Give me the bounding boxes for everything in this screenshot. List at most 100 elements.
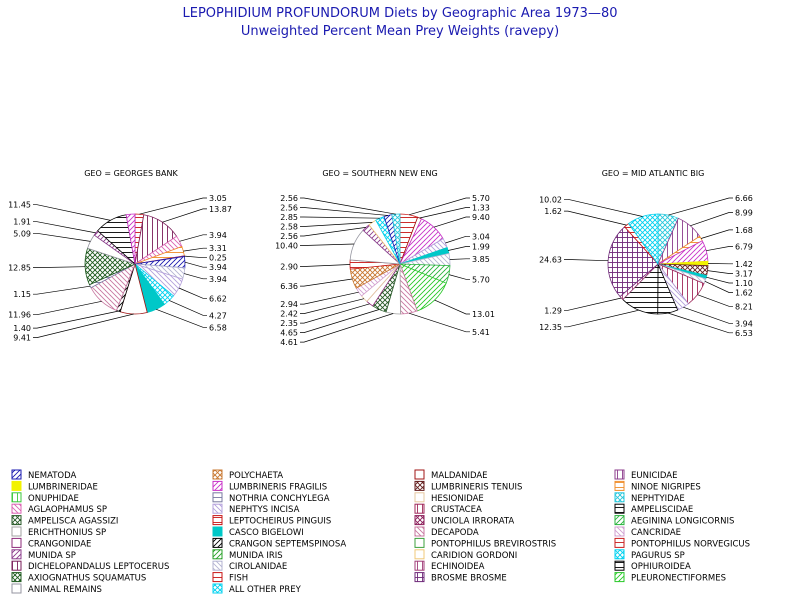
legend-item-lumbrineridae: LUMBRINERIDAE: [11, 480, 98, 492]
pie-leader-line: [300, 303, 370, 324]
legend-label: ONUPHIDAE: [28, 494, 79, 504]
legend-label: CRUSTACEA: [431, 505, 482, 515]
pie-value-label: 1.33: [472, 204, 490, 213]
legend-label: OPHIUROIDEA: [631, 562, 691, 572]
pie-panels: GEO = GEORGES BANK 11.45 1.91 5.09 12.85 1.15…: [8, 169, 753, 347]
legend-swatch: [614, 526, 625, 537]
pie-value-label: 1.40: [13, 324, 31, 333]
legend-swatch: [212, 469, 223, 480]
pie-leader-line: [448, 246, 470, 251]
legend-item-crustacea: CRUSTACEA: [414, 503, 482, 515]
pie-value-label: 24.63: [539, 256, 562, 265]
pie-leader-line: [33, 232, 91, 242]
legend-item-pontophilus-brevirostris: PONTOPHILUS BREVIROSTRIS: [414, 537, 556, 549]
legend-label: NEPHTYS INCISA: [229, 505, 300, 515]
legend-label: ERICHTHONIUS SP: [28, 528, 106, 538]
pie-leader-line: [668, 197, 733, 216]
legend-swatch: [212, 560, 223, 571]
legend-item-munida-sp: MUNIDA SP: [11, 549, 76, 561]
legend-swatch: [11, 537, 22, 548]
pie-leader-line: [419, 207, 470, 219]
legend-item-caridion-gordoni: CARIDION GORDONI: [414, 549, 517, 561]
pie-value-label: 9.41: [13, 334, 31, 343]
pie-leader-line: [183, 247, 207, 252]
legend-item-crangon-septemspinosa: CRANGON SEPTEMSPINOSA: [212, 537, 346, 549]
pie-slice-nephtyidae: [391, 213, 401, 265]
pie-leader-line: [300, 291, 359, 305]
pie-leader-line: [169, 300, 207, 316]
legend-swatch: [614, 560, 625, 571]
legend-swatch: [212, 515, 223, 526]
legend-label: LUMBRINERIDAE: [28, 482, 98, 492]
legend-swatch: [212, 492, 223, 503]
legend-item-hesionidae: HESIONIDAE: [414, 492, 484, 504]
pie-value-label: 3.94: [735, 319, 753, 328]
legend-swatch: [414, 469, 425, 480]
pie-value-label: 4.61: [280, 338, 298, 347]
pie-value-label: 1.15: [13, 290, 31, 299]
pie-value-label: 6.62: [209, 294, 227, 303]
pie-value-label: 10.40: [275, 242, 298, 251]
pie-leader-line: [162, 208, 207, 223]
legend-swatch: [11, 526, 22, 537]
pie-value-label: 3.94: [209, 263, 227, 272]
pie-leader-line: [33, 313, 134, 338]
legend-item-cirolanidae: CIROLANIDAE: [212, 560, 287, 572]
pie-value-label: 1.29: [544, 306, 562, 315]
legend-swatch: [614, 469, 625, 480]
pie-value-label: 5.70: [472, 194, 490, 203]
pie-leader-line: [156, 308, 207, 328]
legend-label: LEPTOCHEIRUS PINGUIS: [229, 517, 331, 527]
pie-value-label: 5.41: [472, 328, 490, 337]
legend-label: NOTHRIA CONCHYLEGA: [229, 494, 330, 504]
pie-leader-line: [33, 285, 91, 295]
legend-swatch: [212, 526, 223, 537]
pie-value-label: 13.87: [209, 205, 232, 214]
legend-label: MUNIDA IRIS: [229, 551, 283, 561]
pie-leader-line: [704, 280, 733, 293]
pie-slice-brosme-brosme: [607, 226, 659, 298]
pie-geo-label: GEO = GEORGES BANK: [84, 169, 178, 178]
pie-value-label: 5.70: [472, 275, 490, 284]
pie-leader-line: [139, 197, 207, 215]
legend-label: HESIONIDAE: [431, 494, 484, 504]
legend-item-munida-iris: MUNIDA IRIS: [212, 549, 283, 561]
legend-item-crangonidae: CRANGONIDAE: [11, 537, 91, 549]
pie-leader-line: [300, 197, 396, 215]
legend-label: ANIMAL REMAINS: [28, 585, 102, 595]
pie-leader-line: [706, 276, 733, 284]
pie-leader-line: [184, 255, 207, 259]
legend-swatch: [414, 480, 425, 491]
legend-swatch: [414, 549, 425, 560]
pie-value-label: 12.85: [8, 264, 31, 273]
pie-leader-line: [564, 297, 622, 311]
legend-swatch: [614, 537, 625, 548]
legend-item-nothria-conchylega: NOTHRIA CONCHYLEGA: [212, 492, 330, 504]
pie-leader-line: [448, 274, 470, 280]
legend-item-all-other-prey: ALL OTHER PREY: [212, 583, 302, 595]
legend-label: LUMBRINERIS FRAGILIS: [229, 482, 327, 492]
legend-label: AXIOGNATHUS SQUAMATUS: [28, 574, 146, 584]
legend-label: ALL OTHER PREY: [229, 585, 302, 595]
legend-item-pleuronectiformes: PLEURONECTIFORMES: [614, 572, 726, 584]
pie-leader-line: [33, 310, 119, 329]
legend-item-maldanidae: MALDANIDAE: [414, 469, 488, 481]
pie-value-label: 3.31: [209, 244, 227, 253]
legend-swatch: [614, 480, 625, 491]
pie-leader-line: [178, 287, 207, 299]
pie-leader-line: [433, 216, 470, 228]
legend-swatch: [11, 469, 22, 480]
pie-value-label: 1.99: [472, 243, 490, 252]
pie-value-label: 10.02: [539, 195, 562, 204]
pie-panel-2: GEO = SOUTHERN NEW ENG2.562.562.852.582.…: [275, 169, 495, 347]
pie-leader-line: [300, 313, 394, 343]
pie-leader-line: [564, 198, 643, 217]
legend-swatch: [614, 515, 625, 526]
legend-swatch: [11, 480, 22, 491]
legend-item-animal-remains: ANIMAL REMAINS: [11, 583, 102, 595]
pie-value-label: 13.01: [472, 310, 495, 319]
legend-label: NINOE NIGRIPES: [631, 482, 701, 492]
legend-item-fish: FISH: [212, 572, 248, 584]
legend-item-ampeliscidae: AMPELISCIDAE: [614, 503, 693, 515]
